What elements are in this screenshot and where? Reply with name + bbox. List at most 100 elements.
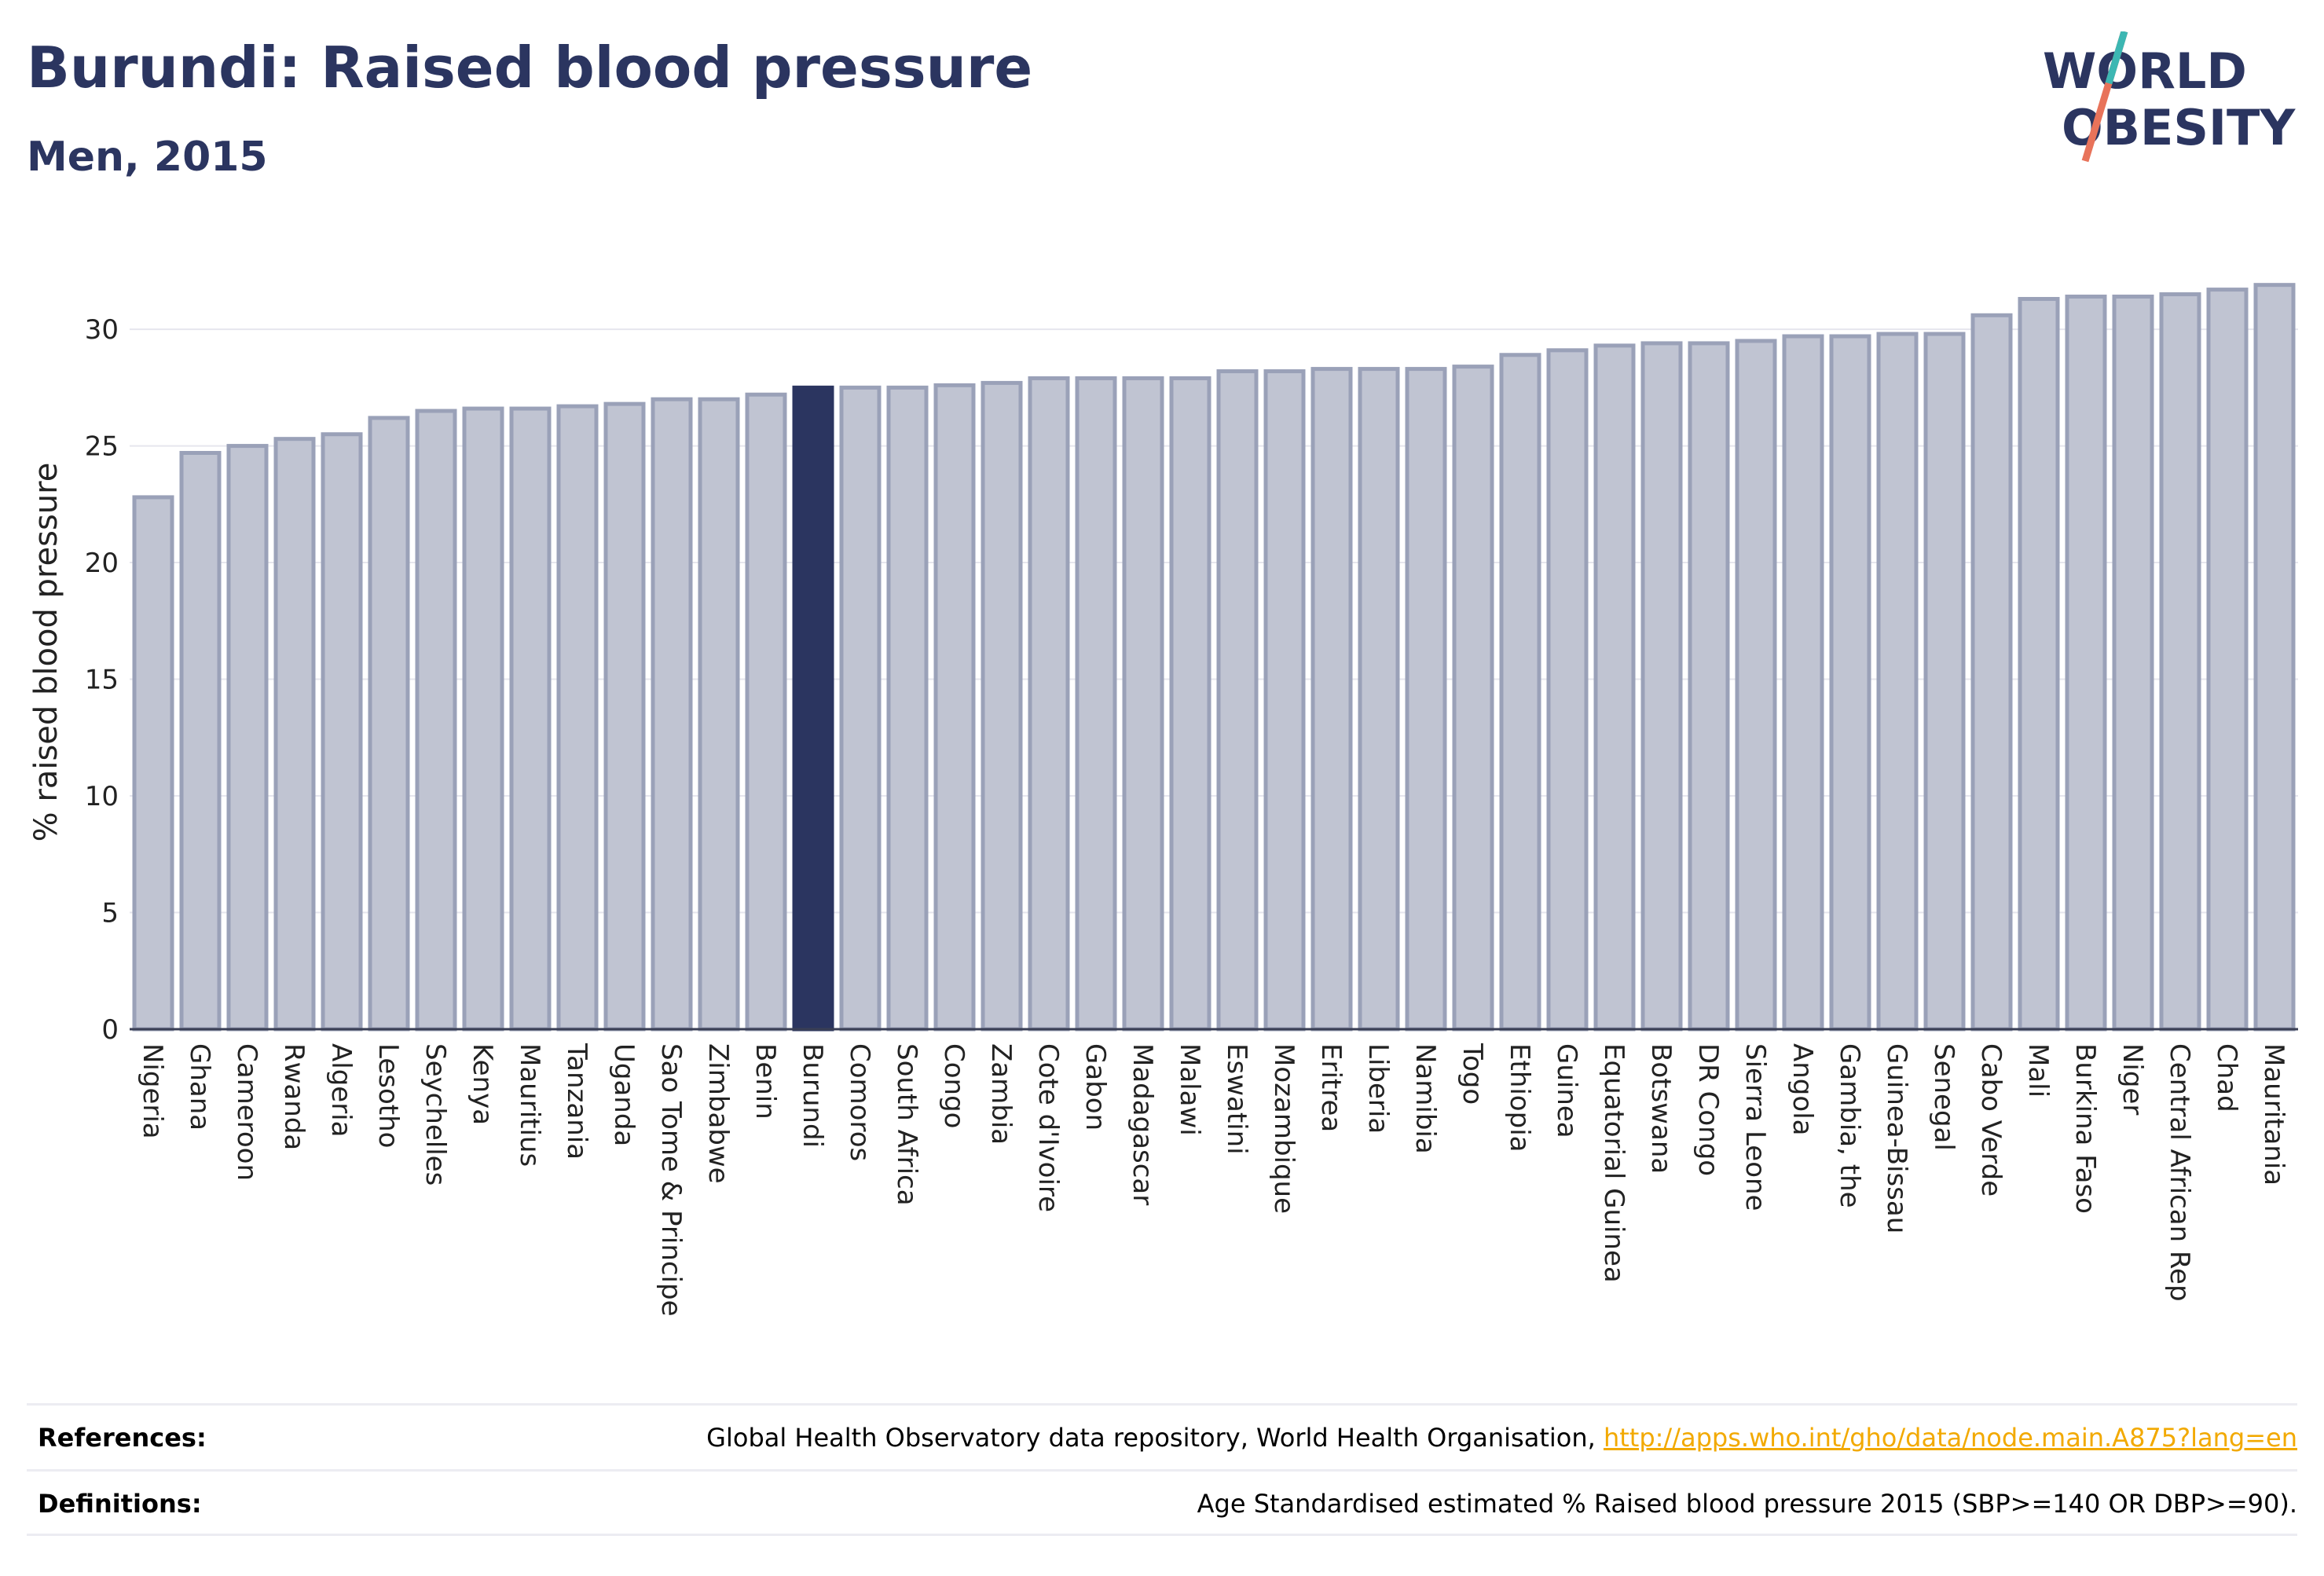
references-label: References:: [38, 1423, 207, 1453]
bar: [368, 416, 410, 1032]
x-tick-label: Algeria: [325, 1043, 357, 1137]
bar: [226, 444, 269, 1032]
x-tick-label: Nigeria: [137, 1043, 168, 1139]
x-tick-label: Lesotho: [372, 1043, 404, 1148]
x-tick-label: Zimbabwe: [702, 1043, 734, 1184]
x-tick-label: Zambia: [985, 1043, 1017, 1145]
bar: [1970, 313, 2013, 1032]
x-tick-label: Togo: [1457, 1043, 1488, 1105]
footer-divider: [27, 1534, 2297, 1536]
x-tick-label: Comoros: [844, 1043, 875, 1161]
bar: [1923, 332, 1966, 1032]
definitions-text: Age Standardised estimated % Raised bloo…: [1197, 1489, 2297, 1519]
bar: [1688, 341, 1730, 1032]
x-tick-label: Eritrea: [1315, 1043, 1347, 1132]
bar: [132, 495, 174, 1032]
bar: [509, 406, 552, 1032]
bar: [1169, 376, 1211, 1032]
x-tick-label: Seychelles: [420, 1043, 451, 1186]
bar: [273, 437, 316, 1032]
bar-chart: 0 5 10 15 20 25 30 % raised blood pressure Niger…: [28, 283, 2298, 1317]
x-tick-label: Liberia: [1362, 1043, 1394, 1134]
bar: [462, 406, 504, 1032]
x-tick-label: Botswana: [1645, 1043, 1677, 1174]
bar: [1263, 369, 1306, 1032]
x-tick-label: Niger: [2117, 1043, 2148, 1115]
x-tick-label: Equatorial Guinea: [1598, 1043, 1629, 1283]
bar: [651, 397, 693, 1032]
chart-title: Burundi: Raised blood pressure: [27, 35, 1033, 101]
x-tick-label: Burkina Faso: [2069, 1043, 2101, 1214]
x-tick-label: Madagascar: [1127, 1043, 1158, 1205]
bar: [2065, 295, 2107, 1032]
definitions-row: Definitions: Age Standardised estimated …: [27, 1469, 2297, 1534]
bar: [1028, 376, 1070, 1032]
references-text-wrap: Global Health Observatory data repositor…: [706, 1423, 2297, 1453]
bar: [1310, 367, 1353, 1032]
x-tick-label: Sao Tome & Principe: [655, 1043, 687, 1317]
x-tick-label: Gambia, the: [1834, 1043, 1865, 1208]
x-tick-label: Guinea-Bissau: [1881, 1043, 1912, 1233]
bar: [1216, 369, 1259, 1032]
definitions-label: Definitions:: [38, 1489, 202, 1519]
y-tick-label: 0: [101, 1014, 119, 1046]
bar: [2018, 296, 2060, 1032]
x-tick-label: Cameroon: [231, 1043, 262, 1181]
x-tick-label: Sierra Leone: [1739, 1043, 1771, 1211]
bar: [1876, 332, 1919, 1032]
x-tick-label: Guinea: [1551, 1043, 1582, 1138]
references-link[interactable]: http://apps.who.int/gho/data/node.main.A…: [1603, 1423, 2297, 1453]
bar: [321, 432, 363, 1032]
logo-line1: WORLD: [2043, 42, 2247, 100]
bar: [698, 397, 740, 1032]
bar: [1735, 339, 1777, 1032]
bar: [2159, 292, 2201, 1032]
x-tick-label: Central African Rep: [2164, 1043, 2195, 1302]
bar: [1405, 367, 1447, 1032]
x-tick-label: Chad: [2211, 1043, 2242, 1112]
y-tick-label: 15: [85, 665, 119, 696]
bar: [792, 385, 834, 1032]
x-tick-label: South Africa: [891, 1043, 922, 1206]
bar: [745, 392, 787, 1032]
x-tick-label: Mozambique: [1268, 1043, 1299, 1214]
y-tick-label: 5: [101, 898, 119, 929]
x-tick-label: Mauritius: [514, 1043, 545, 1167]
bar: [1499, 353, 1541, 1032]
bar: [1546, 348, 1589, 1032]
bar: [1075, 376, 1117, 1032]
bar: [2253, 283, 2296, 1032]
bar: [556, 404, 599, 1032]
y-tick-label: 10: [85, 781, 119, 812]
world-obesity-logo: WORLD OBESITY: [2043, 31, 2296, 163]
x-tick-label: Congo: [938, 1043, 970, 1128]
x-tick-label: Benin: [750, 1043, 781, 1120]
x-tick-label: Gabon: [1080, 1043, 1111, 1131]
bar: [415, 409, 457, 1032]
x-tick-label: Uganda: [608, 1043, 640, 1146]
x-tick-label: DR Congo: [1692, 1043, 1724, 1176]
y-tick-label: 20: [85, 548, 119, 579]
x-tick-label: Angola: [1787, 1043, 1818, 1135]
x-tick-label: Rwanda: [278, 1043, 310, 1150]
bar: [839, 385, 882, 1032]
bar: [1640, 341, 1683, 1032]
bar: [981, 380, 1023, 1032]
x-tick-label: Namibia: [1409, 1043, 1441, 1154]
logo-slash-upper: [2105, 31, 2128, 85]
x-tick-label: Burundi: [797, 1043, 828, 1148]
bar: [1593, 343, 1636, 1032]
bar: [886, 385, 929, 1032]
bar: [2206, 288, 2249, 1032]
x-tick-label: Cote d'Ivoire: [1032, 1043, 1064, 1212]
x-tick-label: Senegal: [1928, 1043, 1959, 1151]
x-tick-label: Tanzania: [561, 1043, 592, 1160]
x-tick-label: Cabo Verde: [1975, 1043, 2007, 1197]
y-axis-label: % raised blood pressure: [28, 463, 64, 842]
bar: [1452, 365, 1494, 1032]
bar: [2112, 295, 2154, 1032]
y-tick-label: 25: [85, 431, 119, 463]
references-row: References: Global Health Observatory da…: [27, 1403, 2297, 1468]
bar: [1358, 367, 1400, 1032]
bar: [933, 383, 976, 1032]
